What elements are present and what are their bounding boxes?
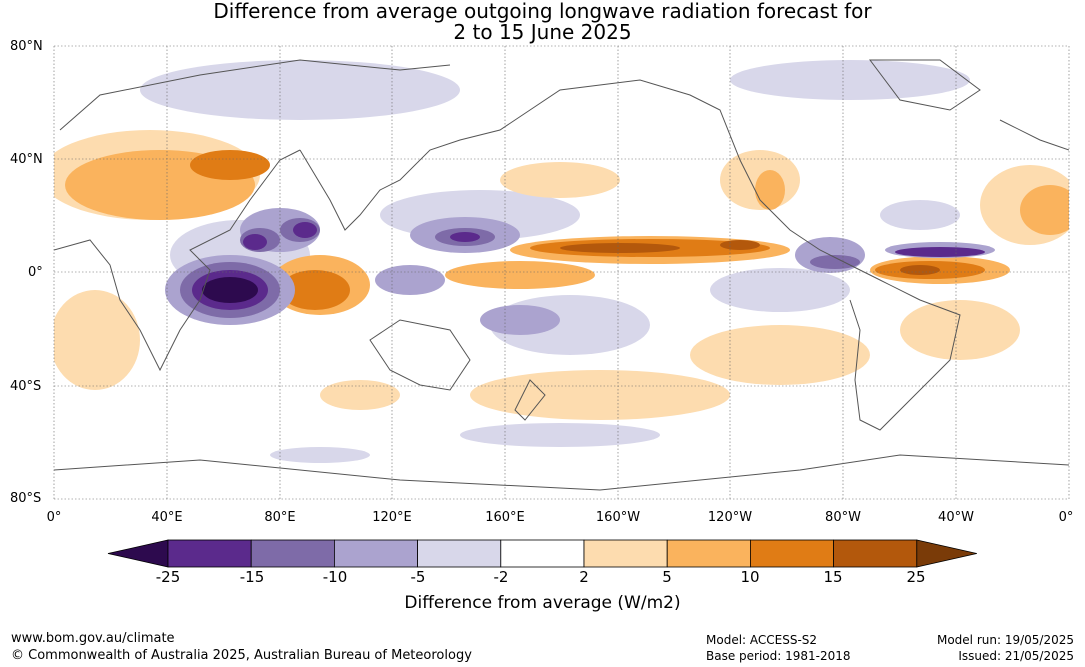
footer-model-run: Model run: 19/05/2025 xyxy=(936,633,1074,647)
colorbar-tick-label: -15 xyxy=(239,568,265,586)
anomaly-shading xyxy=(54,60,1069,463)
colorbar-extend-low xyxy=(107,539,169,568)
colorbar-tick-label: -5 xyxy=(410,568,426,586)
colorbar-segment xyxy=(583,539,668,568)
map-title-line1: Difference from average outgoing longwav… xyxy=(213,0,872,23)
colorbar-segment xyxy=(500,539,585,568)
lon-label-160w: 160°W xyxy=(595,510,641,525)
colorbar-segment xyxy=(833,539,918,568)
colorbar-tick-label: -25 xyxy=(155,568,181,586)
footer-issued: Issued: 21/05/2025 xyxy=(958,649,1074,663)
footer-url: www.bom.gov.au/climate xyxy=(11,631,175,646)
footer-copyright: © Commonwealth of Australia 2025, Austra… xyxy=(11,648,472,663)
colorbar-segment xyxy=(167,539,252,568)
lon-label-80e: 80°E xyxy=(264,510,296,525)
lon-label-160e: 160°E xyxy=(485,510,525,525)
lon-label-120e: 120°E xyxy=(372,510,412,525)
lon-label-0: 0° xyxy=(46,510,62,525)
colorbar-segment xyxy=(666,539,751,568)
colorbar-tick-label: 15 xyxy=(823,568,843,586)
colorbar-tick-label: 10 xyxy=(740,568,760,586)
lat-label-40s: 40°S xyxy=(10,379,42,394)
colorbar-tick-label: 25 xyxy=(906,568,926,586)
colorbar-segment xyxy=(250,539,335,568)
footer-base-period: Base period: 1981-2018 xyxy=(706,649,851,663)
lon-label-120w: 120°W xyxy=(707,510,753,525)
colorbar-tick-label: 5 xyxy=(662,568,672,586)
coastlines xyxy=(54,59,1069,491)
colorbar-segment xyxy=(417,539,502,568)
colorbar-tick-label: 2 xyxy=(579,568,589,586)
colorbar-segment xyxy=(333,539,418,568)
map-title-line2: 2 to 15 June 2025 xyxy=(453,20,632,44)
colorbar-segment xyxy=(750,539,835,568)
graticule xyxy=(53,45,1070,500)
lat-label-80s: 80°S xyxy=(10,491,42,506)
lat-label-80n: 80°N xyxy=(10,39,43,54)
colorbar-title: Difference from average (W/m2) xyxy=(404,593,681,613)
colorbar-tick-label: -10 xyxy=(322,568,348,586)
lon-label-80w: 80°W xyxy=(825,510,861,525)
olr-anomaly-map xyxy=(53,45,1070,500)
lat-label-40n: 40°N xyxy=(10,152,43,167)
lon-label-0-east: 0° xyxy=(1058,510,1074,525)
lat-label-0: 0° xyxy=(28,265,43,280)
lon-label-40e: 40°E xyxy=(151,510,183,525)
colorbar xyxy=(107,539,977,568)
colorbar-tick-label: -2 xyxy=(493,568,509,586)
footer-model: Model: ACCESS-S2 xyxy=(706,633,818,647)
lon-label-40w: 40°W xyxy=(938,510,974,525)
colorbar-extend-high xyxy=(916,539,977,568)
